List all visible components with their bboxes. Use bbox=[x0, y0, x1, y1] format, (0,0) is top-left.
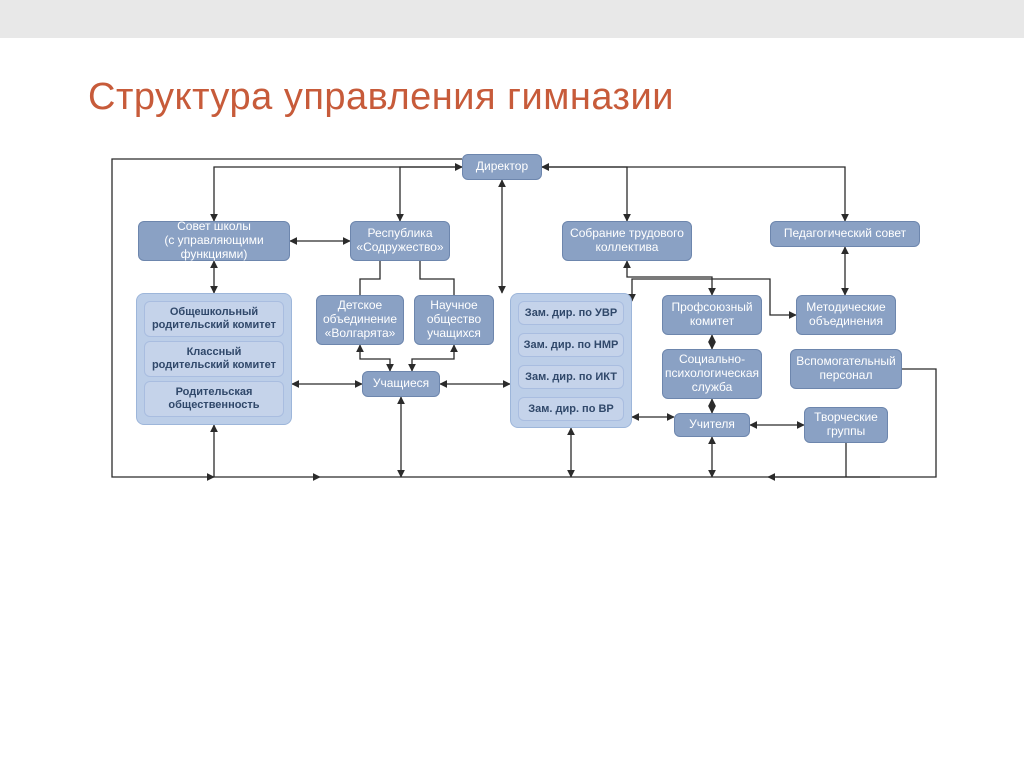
edge-republic-volgaryata bbox=[360, 261, 380, 295]
node-zam_vr: Зам. дир. по ВР bbox=[518, 397, 624, 421]
node-republic: Республика«Содружество» bbox=[350, 221, 450, 261]
node-teachers: Учителя bbox=[674, 413, 750, 437]
node-creative: Творческиегруппы bbox=[804, 407, 888, 443]
node-students: Учащиеся bbox=[362, 371, 440, 397]
node-science: Научноеобществоучащихся bbox=[414, 295, 494, 345]
edge-director-pedsovet bbox=[542, 167, 845, 221]
node-parent_public: Родительскаяобщественность bbox=[144, 381, 284, 417]
node-council: Совет школы(с управляющими функциями) bbox=[138, 221, 290, 261]
node-zam_ikt: Зам. дир. по ИКТ bbox=[518, 365, 624, 389]
node-director: Директор bbox=[462, 154, 542, 180]
edge-director-meeting bbox=[542, 167, 627, 221]
node-meeting: Собрание трудовогоколлектива bbox=[562, 221, 692, 261]
node-zam_nmr: Зам. дир. по НМР bbox=[518, 333, 624, 357]
node-parent_class: Классныйродительский комитет bbox=[144, 341, 284, 377]
node-support: Вспомогательныйперсонал bbox=[790, 349, 902, 389]
edge-parent_group-bottom_bus_left bbox=[214, 425, 320, 477]
node-psycho: Социально-психологическаяслужба bbox=[662, 349, 762, 399]
page-title: Структура управления гимназии bbox=[0, 38, 1024, 119]
edge-volgaryata-students bbox=[360, 345, 390, 371]
edge-director-council bbox=[214, 167, 462, 221]
node-method: Методическиеобъединения bbox=[796, 295, 896, 335]
diagram-canvas: Директор Совет школы(с управляющими функц… bbox=[0, 119, 1024, 659]
edge-meeting-union bbox=[627, 261, 712, 295]
node-pedsovet: Педагогический совет bbox=[770, 221, 920, 247]
top-bar bbox=[0, 0, 1024, 38]
edge-science-students bbox=[412, 345, 454, 371]
node-volgaryata: Детскоеобъединение«Волгарята» bbox=[316, 295, 404, 345]
edge-director-republic bbox=[400, 167, 462, 221]
edge-republic-science bbox=[420, 261, 454, 295]
node-parent_all: Общешкольныйродительский комитет bbox=[144, 301, 284, 337]
node-zam_uvr: Зам. дир. по УВР bbox=[518, 301, 624, 325]
node-union: Профсоюзныйкомитет bbox=[662, 295, 762, 335]
